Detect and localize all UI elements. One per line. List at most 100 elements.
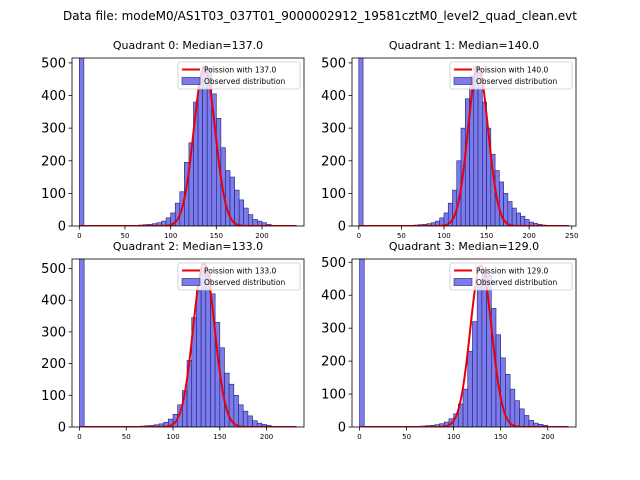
poisson-curve [358,65,570,226]
quadrant-0-axes-frame [71,57,305,227]
histogram-bar [523,415,530,427]
legend-poisson-label: Poission with 133.0 [204,267,277,276]
x-tick-label: 150 [210,232,223,240]
y-tick-label: 0 [58,220,66,235]
histogram-bar [519,408,525,427]
legend-observed-swatch [181,278,201,286]
quadrant-3-axes-frame [351,258,577,428]
histogram-bar [200,268,207,427]
y-tick-label: 100 [41,389,66,404]
histogram-bar [234,189,240,226]
quadrant-2-legend: Poission with 133.0 Observed distribution [177,262,301,291]
histogram-bar [477,72,483,226]
quadrant-3-plot: Quadrant 3: Median=129.0 0 50 100 150 200 0 100… [321,240,577,441]
y-tick-label: 300 [41,122,66,137]
histogram-bar [472,321,478,427]
x-tick-label: 0 [77,433,81,441]
quadrant-1-plot: Quadrant 1: Median=140.0 0 50 100 150 200 250 0… [321,39,578,240]
quadrant-0-title: Quadrant 0: Median=137.0 [113,39,263,52]
quadrant-1-legend: Poission with 140.0 Observed distribution [449,61,573,90]
y-tick-label: 400 [321,289,346,304]
histogram-bar [247,214,254,226]
histogram-bar [511,207,517,226]
y-tick-label: 200 [41,154,66,169]
x-tick-label: 50 [122,433,131,441]
quadrant-0-legend: Poission with 137.0 Observed distribution [177,61,301,90]
histogram-bar [476,285,483,427]
histogram-bar [205,274,211,427]
y-tick-label: 500 [41,56,66,71]
histogram-bar [79,58,85,226]
legend-observed-swatch [453,77,473,85]
x-tick-label: 200 [255,232,268,240]
quadrant-2-plot: Quadrant 2: Median=133.0 0 50 100 150 200 0 100… [41,240,305,441]
y-tick-label: 400 [41,89,66,104]
x-tick-label: 250 [565,232,578,240]
legend-observed-swatch [453,278,473,286]
quadrant-3-legend: Poission with 129.0 Observed distribution [449,262,573,291]
quadrant-0-plot: Quadrant 0: Median=137.0 0 50 100 150 200 0 100… [41,39,305,240]
quadrant-0-bars [79,58,272,226]
legend-observed-label: Observed distribution [476,77,557,86]
histogram-bar [197,78,203,226]
x-tick-label: 150 [480,232,493,240]
legend-box [449,262,573,291]
x-tick-label: 0 [357,433,361,441]
histogram-bar [242,410,249,427]
y-tick-label: 200 [321,355,346,370]
histogram-bar [233,395,239,427]
y-tick-label: 100 [321,187,346,202]
legend-poisson-label: Poission with 129.0 [476,267,549,276]
histogram-bar [202,65,208,226]
y-tick-label: 0 [58,421,66,436]
y-tick-label: 400 [321,89,346,104]
histogram-bar [500,357,506,427]
y-tick-label: 0 [338,220,346,235]
legend-box [177,262,301,291]
histogram-bar [196,290,202,427]
legend-observed-swatch [181,77,201,85]
x-tick-label: 50 [397,232,406,240]
y-tick-label: 0 [338,421,346,436]
histogram-bar [481,268,487,427]
legend-poisson-label: Poission with 137.0 [204,66,277,75]
histogram-bar [473,65,479,226]
y-tick-label: 300 [41,325,66,340]
x-tick-label: 150 [213,433,226,441]
poisson-curve [79,262,297,427]
quadrant-2-axes-frame [71,258,305,428]
histogram-bar [467,350,473,427]
histogram-bar [359,259,365,427]
y-tick-label: 500 [41,262,66,277]
quadrant-1-axes-frame [351,57,577,227]
y-tick-label: 100 [321,388,346,403]
histogram-bar [507,201,513,226]
histogram-bar [520,215,526,226]
poisson-curve [79,65,297,226]
y-tick-label: 200 [41,357,66,372]
histogram-bar [238,199,245,226]
histogram-bar [247,415,253,427]
histogram-bar [482,101,487,226]
quadrant-1-title: Quadrant 1: Median=140.0 [389,39,539,52]
legend-observed-label: Observed distribution [204,278,285,287]
legend-observed-label: Observed distribution [476,278,557,287]
legend-observed-label: Observed distribution [204,77,285,86]
x-tick-label: 100 [447,433,460,441]
x-tick-label: 0 [357,232,361,240]
y-tick-label: 300 [321,322,346,337]
x-tick-label: 150 [494,433,507,441]
histogram-bar [238,404,244,427]
histogram-bar [514,400,520,427]
x-tick-label: 200 [522,232,535,240]
y-tick-label: 500 [321,256,346,271]
quadrant-2-title: Quadrant 2: Median=133.0 [113,240,263,253]
x-tick-label: 100 [437,232,450,240]
y-tick-label: 300 [321,122,346,137]
legend-box [177,61,301,90]
x-tick-label: 50 [402,433,411,441]
y-tick-label: 100 [41,187,66,202]
histogram-bar [79,259,85,427]
x-tick-label: 100 [166,433,179,441]
